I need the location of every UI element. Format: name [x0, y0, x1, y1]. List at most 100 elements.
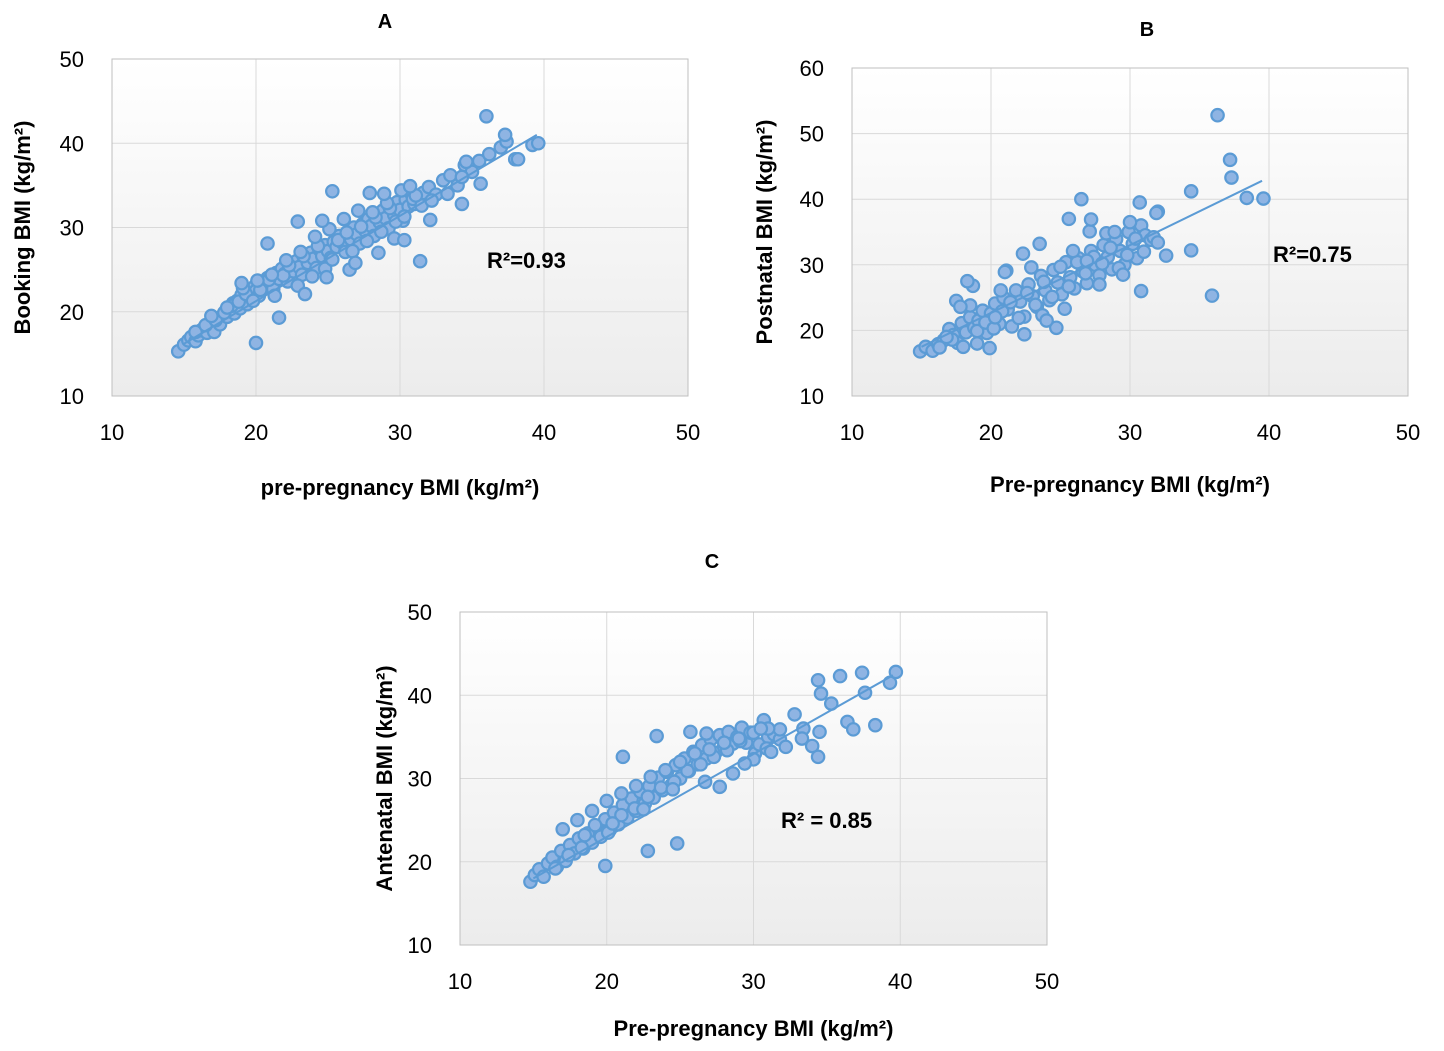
data-point — [1210, 107, 1225, 123]
y-tick-label: 10 — [408, 933, 432, 958]
x-tick-label: 50 — [1396, 420, 1420, 445]
data-point — [350, 203, 366, 218]
panel-title: C — [705, 551, 719, 573]
plot-frame — [851, 67, 1409, 397]
data-point — [1039, 313, 1054, 328]
data-point — [348, 255, 363, 271]
data-point — [555, 821, 571, 837]
data-point — [584, 803, 600, 819]
data-point — [290, 214, 306, 229]
data-point — [643, 769, 659, 785]
x-tick-label: 30 — [388, 420, 412, 445]
data-point — [1074, 191, 1089, 207]
y-tick-label: 40 — [800, 187, 824, 212]
data-point — [1092, 277, 1107, 292]
data-point — [1119, 247, 1135, 263]
r-squared-annotation: R² = 0.85 — [781, 808, 872, 833]
scatter-chart-b: 10 20 30 40 50 10 20 30 40 50 60 B Pre-pregnancy BMI… — [752, 19, 1420, 497]
data-point — [353, 219, 369, 234]
y-axis-title: Antenatal BMI (kg/m²) — [372, 665, 397, 891]
x-axis-title: pre-pregnancy BMI (kg/m²) — [261, 475, 540, 500]
data-point — [577, 827, 593, 843]
data-point — [250, 273, 265, 288]
data-point — [481, 146, 497, 162]
data-point — [614, 786, 629, 801]
data-point — [640, 789, 656, 805]
y-tick-label: 40 — [408, 683, 432, 708]
data-point — [397, 232, 412, 248]
data-point — [336, 211, 352, 227]
data-point — [1024, 260, 1039, 275]
data-point — [307, 229, 323, 245]
data-point — [614, 807, 629, 823]
data-point — [812, 724, 827, 740]
plot-frame — [459, 611, 1048, 946]
data-point — [271, 310, 287, 325]
data-point — [1107, 224, 1123, 240]
chart-panel-b: 10 20 30 40 50 10 20 30 40 50 60 B Pre-pregnancy BMI… — [722, 0, 1444, 520]
data-point — [687, 746, 703, 761]
data-point — [753, 721, 769, 736]
scatter-chart-c: 10 20 30 40 50 10 20 30 40 50 C Pre-pregnancy BMI (… — [372, 551, 1059, 1041]
data-point — [997, 264, 1013, 280]
x-axis-title: Pre-pregnancy BMI (kg/m²) — [614, 1016, 894, 1041]
data-point — [1136, 244, 1152, 259]
data-point — [763, 744, 779, 760]
data-point — [680, 763, 695, 779]
data-point — [1011, 310, 1027, 326]
data-point — [371, 245, 386, 261]
data-point — [293, 244, 308, 260]
y-tick-label: 50 — [800, 122, 824, 147]
data-point — [1204, 288, 1220, 303]
y-tick-label: 50 — [408, 600, 432, 625]
data-point — [1183, 243, 1199, 258]
data-point — [1061, 211, 1077, 227]
data-point — [297, 286, 313, 302]
data-point — [787, 707, 802, 722]
data-point — [969, 336, 985, 351]
data-point — [810, 749, 826, 765]
y-tick-label: 20 — [408, 850, 432, 875]
x-tick-label: 10 — [840, 420, 864, 445]
data-point — [665, 782, 681, 797]
y-axis-title: Postnatal BMI (kg/m²) — [752, 120, 777, 345]
data-point — [854, 665, 870, 681]
data-point — [1222, 152, 1238, 168]
chart-panel-c: 10 20 30 40 50 10 20 30 40 50 C Pre-pregnancy BMI (… — [340, 540, 1062, 1051]
data-point — [725, 766, 741, 781]
data-point — [1256, 191, 1271, 206]
data-point — [810, 672, 826, 688]
data-point — [510, 151, 526, 167]
data-point — [422, 212, 438, 228]
panel-title: A — [378, 11, 392, 33]
y-tick-label: 30 — [800, 253, 824, 278]
data-point — [1150, 235, 1166, 250]
r-squared-annotation: R²=0.93 — [487, 248, 566, 273]
x-tick-label: 50 — [676, 420, 700, 445]
data-point — [1057, 301, 1072, 317]
data-point — [712, 779, 728, 795]
data-point — [1032, 236, 1047, 252]
data-point — [359, 233, 375, 249]
y-tick-label: 50 — [60, 47, 84, 72]
y-tick-label: 20 — [800, 318, 824, 343]
data-point — [365, 205, 380, 220]
data-point — [1132, 195, 1148, 210]
data-point — [794, 731, 810, 746]
data-point — [1061, 279, 1077, 294]
data-point — [1149, 205, 1164, 221]
plot-frame — [111, 58, 689, 397]
data-point — [234, 275, 249, 291]
data-point — [932, 340, 947, 355]
data-point — [813, 686, 829, 701]
data-point — [1224, 170, 1239, 185]
x-tick-label: 40 — [532, 420, 556, 445]
y-tick-label: 20 — [60, 300, 84, 325]
data-point — [1133, 283, 1149, 299]
x-tick-label: 50 — [1035, 969, 1059, 994]
x-tick-label: 20 — [595, 969, 619, 994]
data-point — [362, 185, 378, 201]
data-point — [731, 731, 747, 746]
data-point — [1158, 248, 1174, 263]
